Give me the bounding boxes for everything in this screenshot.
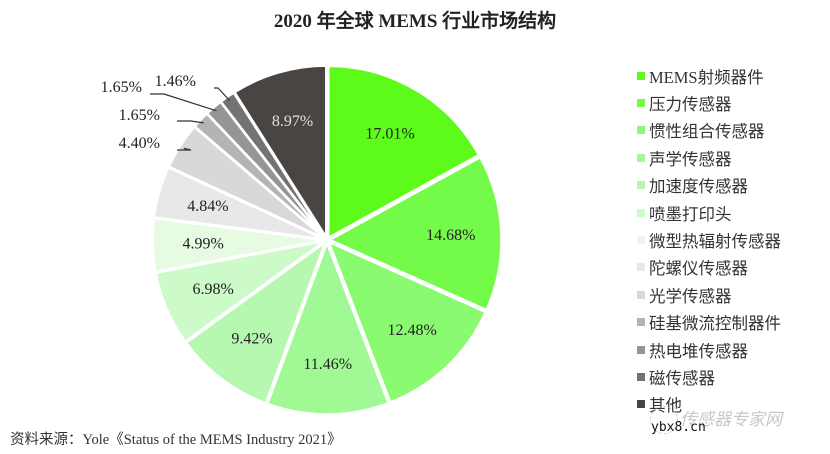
watermark-logo-icon: [650, 406, 678, 434]
legend-swatch-icon: [637, 263, 645, 272]
legend-item: 陀螺仪传感器: [637, 254, 781, 281]
legend-item: 硅基微流控制器件: [637, 309, 781, 336]
legend-label: 陀螺仪传感器: [649, 259, 748, 279]
slice-label: 8.97%: [272, 113, 313, 130]
legend-label: 声学传感器: [649, 149, 732, 169]
pie-slice: [265, 238, 391, 416]
legend-item: 磁传感器: [637, 363, 781, 390]
legend-label: 微型热辐射传感器: [649, 232, 781, 252]
slice-label: 1.65%: [101, 79, 142, 96]
slice-label: 4.40%: [119, 135, 160, 152]
watermark-text: 传感器专家网: [680, 410, 782, 430]
leader-line: [177, 147, 192, 151]
legend-swatch-icon: [637, 181, 645, 190]
slice-label: 11.46%: [303, 356, 352, 373]
leader-line: [150, 93, 217, 112]
pie-slice: [184, 238, 329, 405]
chart-title: 2020 年全球 MEMS 行业市场结构: [273, 11, 557, 32]
legend-item: 惯性组合传感器: [637, 117, 781, 144]
legend-swatch-icon: [637, 318, 645, 327]
legend-label: 加速度传感器: [649, 177, 748, 197]
legend-item: 压力传感器: [637, 89, 781, 116]
watermark-url: ybx8.cn: [651, 420, 706, 435]
legend-label: 磁传感器: [649, 368, 715, 388]
legend-item: 加速度传感器: [637, 172, 781, 199]
legend-label: MEMS射频器件: [649, 67, 764, 87]
legend-label: 惯性组合传感器: [649, 122, 765, 142]
leader-line: [177, 120, 204, 124]
legend-swatch-icon: [637, 126, 645, 135]
legend-label: 喷墨打印头: [649, 204, 732, 224]
source-note: 资料来源：Yole《Status of the MEMS Industry 20…: [10, 432, 342, 448]
slice-label: 14.68%: [426, 227, 475, 244]
legend-swatch-icon: [637, 208, 645, 217]
legend-item: 热电堆传感器: [637, 336, 781, 363]
legend: MEMS射频器件 压力传感器惯性组合传感器 声学传感器加速度传感器 喷墨打印头微型热辐…: [637, 62, 781, 418]
pie-slice: [326, 155, 503, 312]
legend-item: 光学传感器: [637, 281, 781, 308]
legend-item: 声学传感器: [637, 144, 781, 171]
legend-item: 微型热辐射传感器: [637, 226, 781, 253]
slice-label: 4.84%: [187, 198, 228, 215]
legend-label: 热电堆传感器: [649, 341, 748, 361]
legend-swatch-icon: [637, 290, 645, 299]
slice-label: 12.48%: [387, 322, 436, 339]
legend-swatch-icon: [637, 153, 645, 162]
legend-swatch-icon: [637, 372, 645, 381]
pie-slice: [327, 64, 481, 240]
legend-swatch-icon: [637, 236, 645, 245]
legend-label: 压力传感器: [649, 95, 732, 115]
pie-slice: [232, 64, 328, 242]
slice-label: 1.46%: [155, 73, 196, 90]
legend-swatch-icon: [637, 71, 645, 80]
legend-swatch-icon: [637, 345, 645, 354]
legend-label: 光学传感器: [649, 286, 732, 306]
slice-label: 6.98%: [193, 281, 234, 298]
slice-label: 4.99%: [183, 236, 224, 253]
legend-swatch-icon: [637, 99, 645, 108]
slice-label: 17.01%: [365, 125, 414, 142]
legend-swatch-icon: [637, 400, 645, 409]
pie-slice: [326, 239, 488, 405]
legend-item: MEMS射频器件: [637, 62, 781, 89]
legend-item: 喷墨打印头: [637, 199, 781, 226]
slice-label: 9.42%: [231, 331, 272, 348]
leader-line: [214, 87, 231, 102]
legend-label: 硅基微流控制器件: [649, 314, 781, 334]
slice-label: 1.65%: [119, 107, 160, 124]
